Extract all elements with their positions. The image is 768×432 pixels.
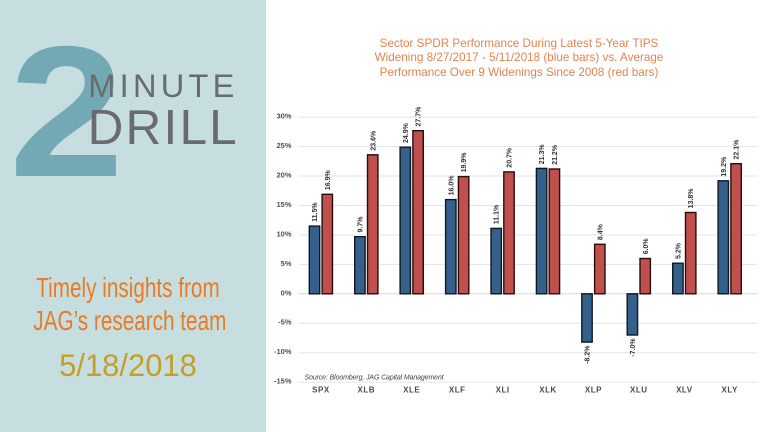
svg-text:-7.0%: -7.0% — [630, 338, 637, 357]
svg-text:15%: 15% — [276, 200, 291, 209]
svg-text:13.8%: 13.8% — [688, 188, 695, 209]
svg-text:0%: 0% — [281, 288, 292, 297]
svg-text:22.1%: 22.1% — [734, 139, 741, 160]
svg-text:11.5%: 11.5% — [312, 202, 319, 222]
svg-text:20%: 20% — [276, 171, 291, 180]
svg-text:XLI: XLI — [496, 386, 510, 395]
svg-text:-10%: -10% — [274, 347, 292, 356]
svg-text:21.2%: 21.2% — [552, 144, 559, 165]
svg-text:16.0%: 16.0% — [448, 175, 455, 196]
svg-text:XLY: XLY — [722, 386, 738, 395]
svg-text:8.4%: 8.4% — [597, 223, 604, 240]
svg-text:11.1%: 11.1% — [494, 204, 501, 224]
svg-text:6.0%: 6.0% — [643, 238, 650, 255]
svg-text:XLP: XLP — [585, 386, 602, 395]
svg-text:19.2%: 19.2% — [721, 156, 728, 177]
svg-text:XLE: XLE — [403, 386, 420, 395]
svg-text:-15%: -15% — [274, 377, 292, 386]
svg-text:Source: Bloomberg, JAG Capital: Source: Bloomberg, JAG Capital Managemen… — [305, 374, 445, 381]
svg-text:9.7%: 9.7% — [358, 216, 365, 233]
svg-text:30%: 30% — [276, 112, 291, 121]
svg-text:XLB: XLB — [358, 386, 376, 395]
svg-text:XLU: XLU — [630, 386, 648, 395]
svg-text:-5%: -5% — [278, 318, 292, 327]
svg-text:XLK: XLK — [539, 386, 557, 395]
svg-text:24.9%: 24.9% — [403, 122, 410, 143]
svg-text:10%: 10% — [276, 229, 291, 238]
svg-text:-8.2%: -8.2% — [585, 345, 592, 364]
svg-text:19.9%: 19.9% — [461, 152, 468, 173]
svg-text:5.2%: 5.2% — [675, 242, 682, 259]
svg-text:XLV: XLV — [676, 386, 693, 395]
svg-text:21.3%: 21.3% — [539, 144, 546, 165]
svg-text:SPX: SPX — [312, 386, 330, 395]
svg-text:16.9%: 16.9% — [325, 169, 332, 190]
svg-text:27.7%: 27.7% — [416, 106, 423, 127]
svg-text:XLF: XLF — [449, 386, 466, 395]
svg-text:20.7%: 20.7% — [507, 147, 514, 168]
svg-text:23.6%: 23.6% — [370, 130, 377, 151]
svg-text:25%: 25% — [276, 141, 291, 150]
svg-text:5%: 5% — [281, 259, 292, 268]
